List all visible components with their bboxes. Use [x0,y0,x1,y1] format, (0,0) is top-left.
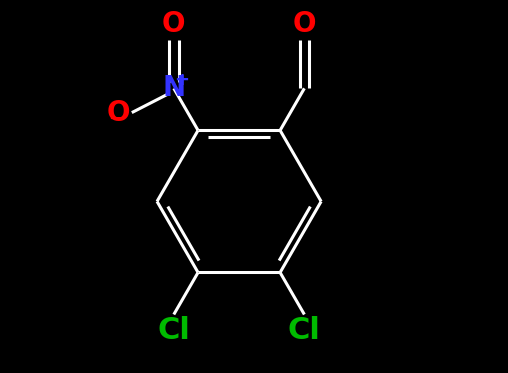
Text: Cl: Cl [157,316,190,345]
Text: Cl: Cl [288,316,321,345]
Text: N: N [162,74,185,102]
Text: −: − [109,110,124,128]
Text: O: O [293,10,316,38]
Text: O: O [162,10,185,38]
Text: O: O [107,98,130,126]
Text: +: + [175,71,189,89]
